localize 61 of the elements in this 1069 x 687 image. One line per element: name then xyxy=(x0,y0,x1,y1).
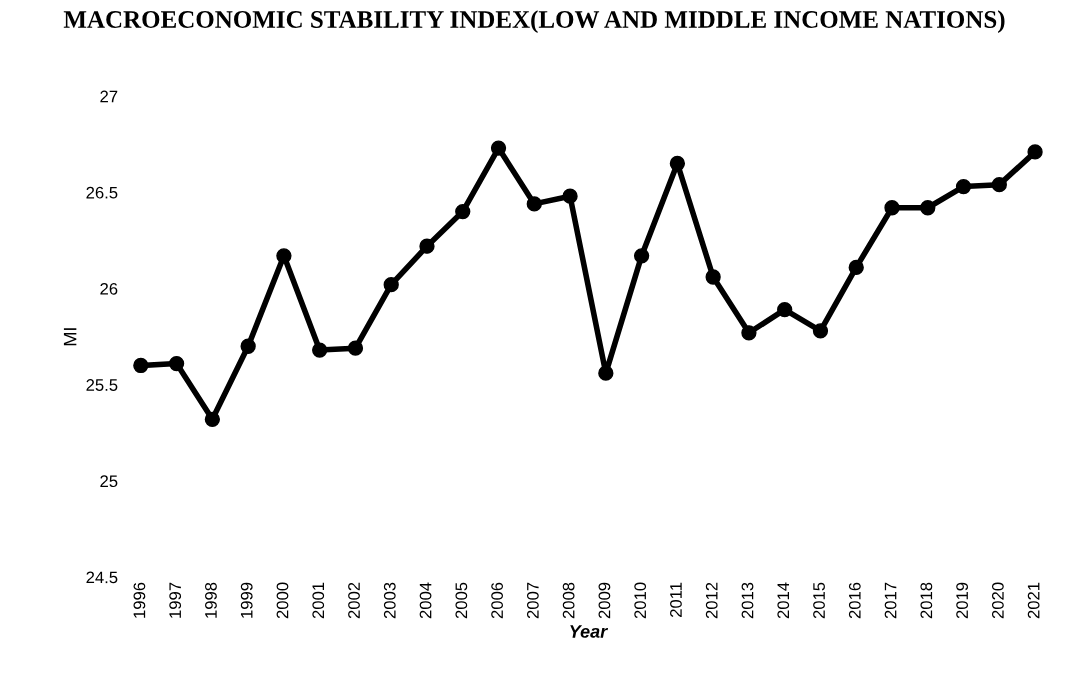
x-tick-label: 2004 xyxy=(419,582,432,619)
x-axis-title: Year xyxy=(570,625,609,638)
y-tick-label: 25.5 xyxy=(86,379,118,391)
point xyxy=(777,302,793,318)
x-tick-label: 2020 xyxy=(991,582,1004,619)
point xyxy=(133,357,149,374)
x-tick-label: 2000 xyxy=(276,582,289,619)
point xyxy=(741,325,757,341)
point xyxy=(955,178,972,195)
point xyxy=(383,277,399,293)
point xyxy=(669,155,686,172)
x-tick-label: 2010 xyxy=(634,582,647,619)
x-tick-label: 2014 xyxy=(777,582,790,619)
point xyxy=(419,238,435,254)
x-tick-label: 1998 xyxy=(205,582,217,618)
y-axis-title: MI xyxy=(63,328,77,346)
point xyxy=(884,200,900,216)
point xyxy=(168,355,185,372)
point xyxy=(705,269,721,285)
point xyxy=(490,140,507,156)
x-tick-label: 2015 xyxy=(813,582,825,619)
point xyxy=(562,188,578,204)
point xyxy=(526,196,542,212)
y-tick-label: 27 xyxy=(100,90,118,103)
point xyxy=(312,342,328,358)
chart-title: MACROECONOMIC STABILITY INDEX(LOW AND MIDDLE INCOME NATIONS) xyxy=(63,10,1005,33)
y-tick-label: 26 xyxy=(100,282,118,295)
x-tick-label: 2008 xyxy=(562,582,575,619)
point xyxy=(276,248,292,264)
y-tick-label: 24.5 xyxy=(86,571,118,584)
point xyxy=(455,203,471,220)
x-tick-label: 2002 xyxy=(348,582,360,619)
x-tick-label: 2012 xyxy=(705,582,718,619)
x-tick-label: 2017 xyxy=(884,582,897,619)
x-tick-label: 1999 xyxy=(240,582,253,618)
point xyxy=(598,365,614,381)
x-tick-label: 2021 xyxy=(1027,582,1040,619)
x-tick-label: 2003 xyxy=(383,582,396,619)
point xyxy=(347,340,364,356)
y-tick-label: 26.5 xyxy=(86,186,118,199)
point xyxy=(920,200,936,216)
point xyxy=(240,338,256,354)
point xyxy=(1027,144,1043,160)
x-tick-label: 2011 xyxy=(670,582,682,617)
x-tick-label: 2013 xyxy=(741,582,754,619)
point xyxy=(991,177,1007,193)
point xyxy=(812,323,829,339)
x-tick-label: 2016 xyxy=(848,582,861,619)
x-tick-label: 2005 xyxy=(455,582,468,619)
x-tick-label: 2001 xyxy=(312,582,325,619)
point xyxy=(633,248,650,264)
x-tick-label: 2007 xyxy=(526,582,539,619)
x-tick-label: 1997 xyxy=(169,582,182,618)
x-tick-label: 2009 xyxy=(598,582,611,619)
point xyxy=(204,411,221,427)
point xyxy=(848,259,864,276)
x-tick-label: 2019 xyxy=(956,582,969,619)
x-tick-label: 1996 xyxy=(133,582,146,618)
x-tick-label: 2018 xyxy=(920,582,933,619)
y-tick-label: 25 xyxy=(100,475,118,488)
x-tick-label: 2006 xyxy=(491,582,503,619)
